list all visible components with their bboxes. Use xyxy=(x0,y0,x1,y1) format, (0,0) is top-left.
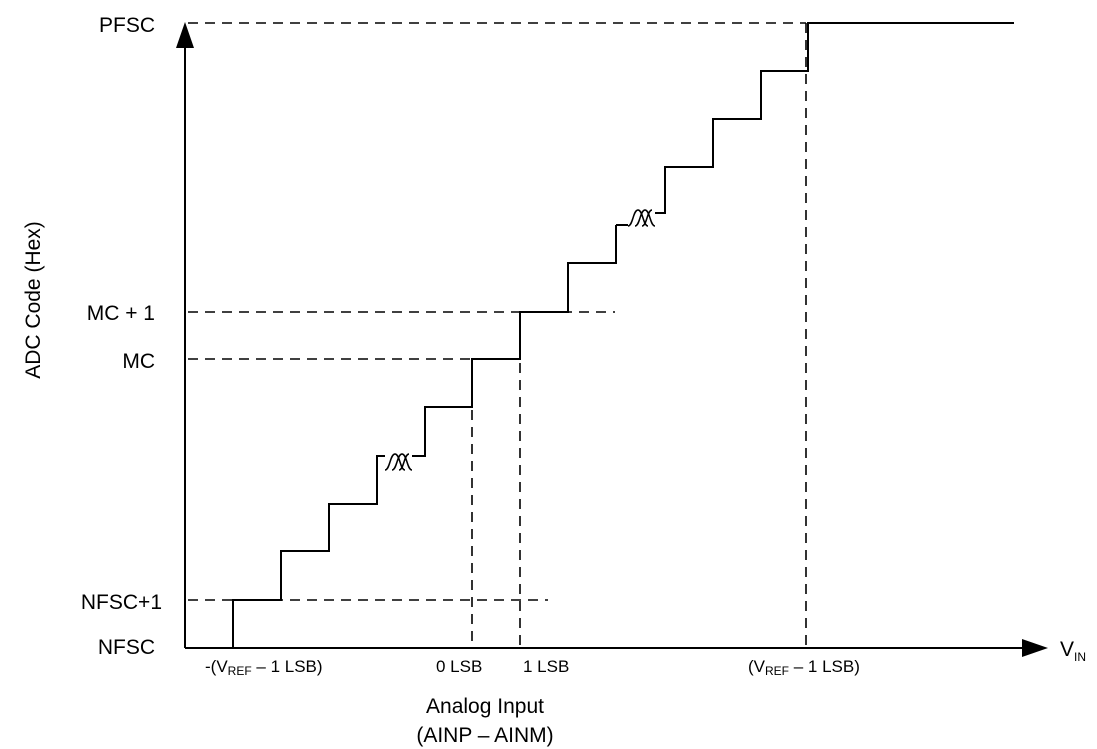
x-axis-arrow xyxy=(1022,639,1048,657)
transfer-staircase-upper xyxy=(616,22,1014,226)
x-axis-title-line1: Analog Input xyxy=(426,695,544,718)
x-label-0-lsb: 0 LSB xyxy=(436,657,482,676)
y-label-nfsc: NFSC xyxy=(98,636,155,659)
x-label-1-lsb: 1 LSB xyxy=(523,657,569,676)
x-label-neg-vref: -(VREF – 1 LSB) xyxy=(205,657,323,678)
x-axis-title-line2: (AINP – AINM) xyxy=(416,724,553,747)
y-label-pfsc: PFSC xyxy=(99,14,155,37)
break-symbol-lower xyxy=(384,453,413,471)
y-label-nfsc-plus-1: NFSC+1 xyxy=(81,591,162,614)
y-axis-title: ADC Code (Hex) xyxy=(22,221,45,379)
y-label-mc: MC xyxy=(122,350,155,373)
x-label-vin: VIN xyxy=(1060,638,1086,664)
break-symbol-upper xyxy=(627,209,656,227)
transfer-staircase-middle xyxy=(412,225,617,457)
y-axis-arrow xyxy=(176,22,194,48)
y-label-mc-plus-1: MC + 1 xyxy=(87,302,155,325)
x-label-pos-vref: (VREF – 1 LSB) xyxy=(748,657,860,678)
transfer-staircase-lower xyxy=(232,455,385,648)
